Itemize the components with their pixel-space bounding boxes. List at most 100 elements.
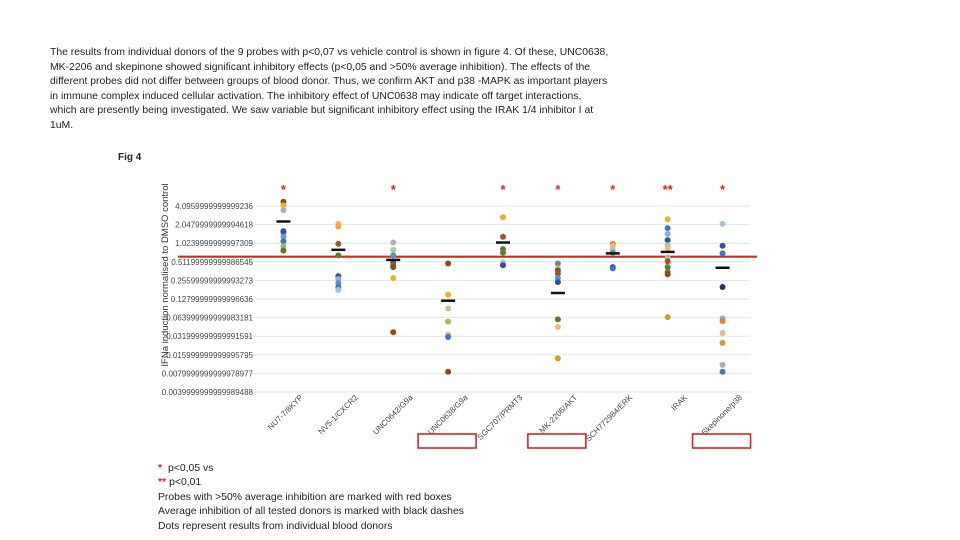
data-point	[554, 316, 561, 323]
x-tick-label: NU7-7/8KYP	[266, 393, 305, 432]
data-point	[500, 214, 506, 221]
y-tick-label: 0.0079999999999978977	[162, 369, 254, 378]
x-tick-label: Skepinone/p38	[700, 393, 744, 437]
data-point	[664, 264, 671, 271]
significance-marker: *	[500, 182, 506, 197]
y-tick-label: 0.12799999999996636	[171, 295, 254, 304]
y-tick-label: 0.015999999999995795	[166, 351, 253, 360]
gridlines	[250, 205, 750, 393]
data-point	[554, 270, 561, 277]
mean-dashes	[276, 220, 730, 302]
highlight-box	[417, 433, 477, 449]
data-point	[335, 223, 342, 230]
data-point	[719, 250, 726, 257]
significance-marker: **	[663, 182, 674, 197]
y-tick-label: 0.25599999999993273	[171, 276, 254, 285]
legend-notes: * p<0,05 vs ** p<0,01 Probes with >50% ave…	[158, 462, 464, 534]
data-point	[664, 258, 671, 265]
data-point	[280, 247, 287, 254]
y-tick-label: 0.063999999999983181	[166, 314, 253, 323]
data-point	[280, 228, 287, 235]
significance-marker: *	[610, 182, 616, 197]
data-point	[664, 230, 671, 237]
data-point	[664, 216, 671, 223]
data-point	[390, 246, 397, 253]
data-point	[445, 291, 452, 298]
y-tick-label: 2.0479999999994618	[175, 221, 253, 230]
data-point	[335, 286, 342, 293]
x-axis-labels: NU7-7/8KYP NV5-1/CXCR2 UNC0642/G9a UNC0638/…	[266, 393, 744, 444]
data-point	[390, 264, 397, 271]
data-point	[500, 233, 506, 240]
data-point	[445, 318, 452, 325]
data-point	[664, 237, 671, 244]
data-point	[445, 334, 452, 341]
data-point	[719, 284, 726, 291]
data-point	[664, 245, 671, 252]
y-tick-label: 4.0959999999999236	[175, 202, 253, 211]
data-point	[719, 242, 726, 249]
data-point	[280, 207, 287, 214]
significance-marker: *	[391, 182, 397, 197]
data-point	[335, 275, 342, 282]
significance-marker: *	[555, 182, 561, 197]
data-point	[500, 249, 506, 256]
data-point	[390, 239, 397, 246]
y-tick-label: 1.0239999999997309	[175, 239, 253, 248]
note-dots: Dots represent results from individual b…	[158, 520, 393, 532]
data-point	[719, 220, 726, 227]
data-point	[280, 233, 287, 240]
data-point	[719, 368, 726, 375]
note-single-star: * p<0,05 vs	[158, 462, 464, 476]
data-points	[280, 198, 726, 375]
single-star-text: p<0,05 vs	[168, 463, 214, 474]
x-tick-label: SGC707/PRMT3	[476, 393, 525, 442]
significance-marker: *	[720, 182, 726, 197]
highlight-box	[527, 433, 587, 449]
data-point	[719, 318, 726, 325]
data-point	[500, 262, 506, 269]
double-star-text: p<0,01	[169, 477, 202, 489]
data-point	[390, 329, 397, 336]
y-tick-label: 0.031999999999991591	[166, 332, 253, 341]
data-point	[280, 243, 287, 250]
x-tick-label: UNC0642/G9a	[371, 393, 415, 437]
data-point	[719, 361, 726, 368]
x-tick-label: NV5-1/CXCR2	[317, 393, 361, 437]
significance-marker: *	[281, 182, 287, 197]
single-star-symbol: *	[158, 463, 163, 474]
double-star-symbol: **	[158, 477, 167, 489]
intro-paragraph: The results from individual donors of th…	[50, 47, 609, 131]
data-point	[554, 274, 561, 281]
data-point	[445, 368, 452, 375]
x-tick-label: SCH772984/ERK	[584, 393, 635, 444]
figure-label: Fig 4	[118, 152, 142, 163]
x-tick-label: UNC0638/G9a	[426, 393, 470, 437]
data-point	[719, 339, 726, 346]
data-point	[335, 240, 342, 247]
data-point	[390, 252, 397, 259]
x-tick-label: IRAK	[670, 393, 690, 413]
data-point	[280, 238, 287, 245]
significance-markers: * * * * * ** *	[281, 182, 726, 197]
note-red-boxes: Probes with >50% average inhibition are …	[158, 491, 452, 503]
data-point	[664, 314, 671, 321]
data-point	[554, 355, 561, 362]
y-axis-label: IFNa induction normalised to DMSO contro…	[160, 183, 171, 366]
note-double-star: ** p<0,01	[158, 476, 464, 490]
data-point	[719, 330, 726, 337]
data-point	[664, 225, 671, 232]
data-point	[445, 260, 452, 267]
y-tick-label: 0.0039999999999989488	[162, 388, 254, 397]
data-point	[554, 279, 561, 286]
data-point	[390, 274, 397, 281]
data-point	[664, 271, 671, 278]
data-point	[554, 260, 561, 267]
data-point	[609, 265, 616, 272]
x-tick-label: MK-2206/AKT	[537, 393, 579, 435]
y-tick-label: 0.51199999999986545	[171, 258, 253, 267]
data-point	[335, 252, 342, 259]
data-point	[280, 202, 287, 209]
data-point	[445, 305, 452, 312]
